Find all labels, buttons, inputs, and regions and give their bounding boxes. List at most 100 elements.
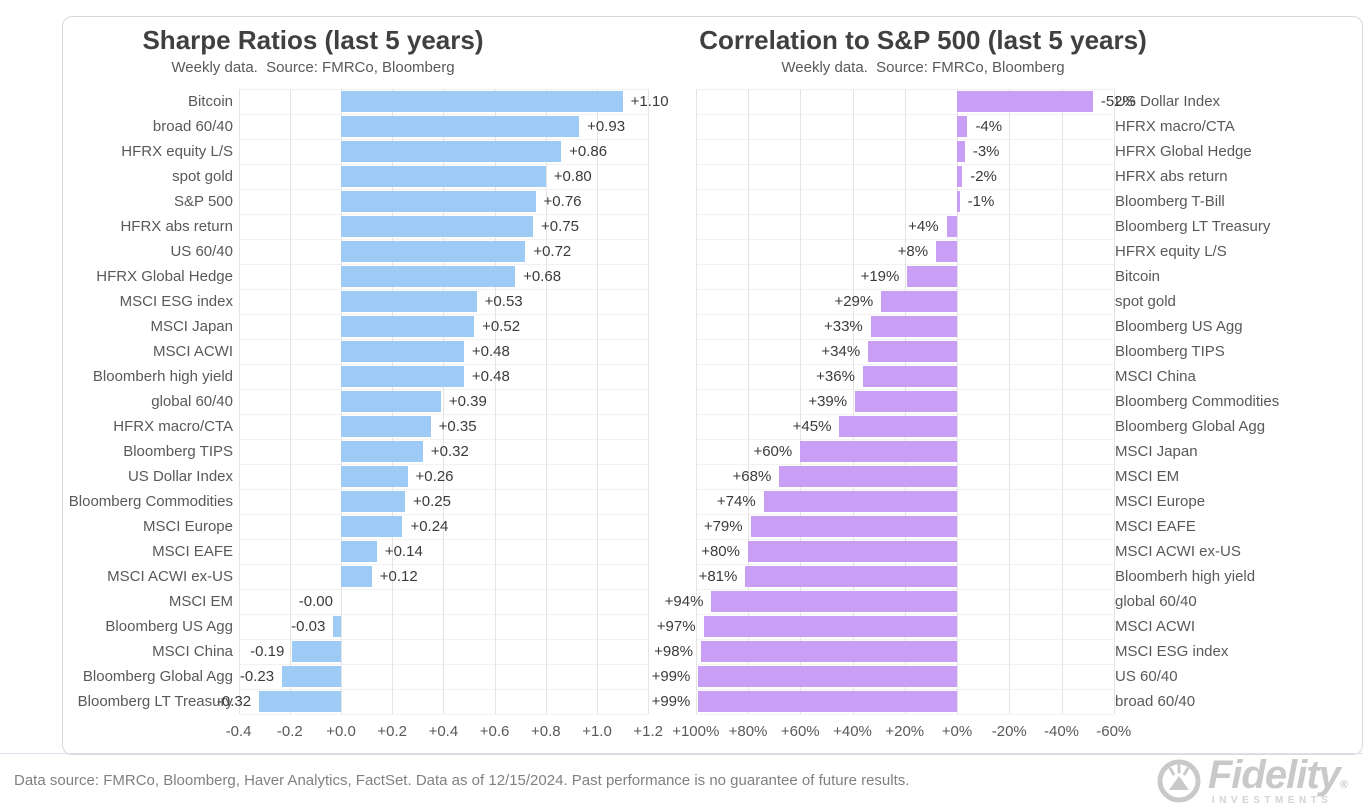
bar-msci-china [292,641,341,662]
value-label: +0.48 [471,343,510,360]
bar-msci-japan [341,316,475,337]
bar-msci-esg-index [700,641,957,662]
x-tick-label: +80% [728,723,768,740]
bar-bloomberg-commodities [341,491,405,512]
value-label: +4% [908,218,939,235]
bar-broad-60-40 [698,691,957,712]
bar-msci-japan [800,441,957,462]
category-label: MSCI Japan [1115,443,1198,460]
category-label: global 60/40 [151,393,233,410]
x-tick-label: +100% [672,723,720,740]
category-label: Bloomberg Global Agg [1115,418,1266,435]
x-tick-label: +0.4 [428,723,459,740]
bar-us-dollar-index [957,91,1093,112]
category-label: Bloomberg Global Agg [82,668,233,685]
value-label: +34% [821,343,861,360]
value-label: +45% [792,418,832,435]
bar-msci-eafe [750,516,957,537]
value-label: +99% [651,668,691,685]
value-label: -2% [970,168,997,185]
category-label: HFRX equity L/S [1115,243,1227,260]
sharpe-chart-header: Sharpe Ratios (last 5 years) Weekly data… [63,25,563,76]
category-label: spot gold [172,168,233,185]
bar-msci-esg-index [341,291,477,312]
sharpe-chart-subtitle: Weekly data. Source: FMRCo, Bloomberg [171,59,455,76]
fidelity-investments-text: INVESTMENTS [1211,795,1333,806]
footer-divider [0,753,1363,754]
bar-msci-china [862,366,957,387]
category-label: Bloomberg Commodities [68,493,233,510]
bar-msci-acwi [703,616,957,637]
gridline-vertical [597,89,598,714]
bar-bloomberg-commodities [855,391,957,412]
registered-mark: ® [1339,779,1348,791]
category-label: MSCI EM [1115,468,1180,485]
category-label: MSCI Europe [1115,493,1206,510]
category-label: MSCI ACWI [152,343,233,360]
value-label: +0.53 [484,293,523,310]
value-label: +94% [664,593,704,610]
bar-msci-europe [763,491,957,512]
bar-broad-60-40 [341,116,580,137]
value-label: +0.75 [541,218,579,235]
category-label: Bloomberg LT Treasury [1115,218,1271,235]
value-label: +0.48 [471,368,510,385]
sharpe-chart-title: Sharpe Ratios (last 5 years) [142,25,484,55]
sharpe-chart: -0.4 -0.2 +0.0 +0.2 +0.4 +0.6 +0.8 +1.0 +1.2 Bitc… [63,17,1362,754]
category-label: Bloomberh high yield [92,368,233,385]
gridline-vertical [1009,89,1011,714]
category-label: MSCI ESG index [119,293,233,310]
value-label: +0.14 [384,543,423,560]
value-label: +33% [823,318,863,335]
gridline-vertical [443,89,445,714]
category-label: Bloomberg Commodities [1115,393,1280,410]
value-label: -0.32 [216,693,252,710]
bar-msci-acwi-ex-us [748,541,957,562]
category-label: MSCI China [152,643,233,660]
category-label: S&P 500 [174,193,233,210]
category-label: HFRX abs return [1115,168,1228,185]
category-label: US Dollar Index [1115,93,1221,110]
bar-us-60-40 [341,241,526,262]
value-label: +0.86 [569,143,608,160]
gridline-horizontal [695,714,1114,715]
value-label: +0.39 [448,393,487,410]
value-label: +97% [656,618,696,635]
value-label: -0.23 [239,668,275,685]
x-tick-label: +0.6 [479,723,510,740]
bar-hfrx-macro-cta [341,416,431,437]
value-label: +19% [860,268,900,285]
x-tick-label: +1.2 [633,723,663,740]
bar-bloomberg-tips [341,441,423,462]
value-label: -0.03 [291,618,326,635]
value-label: +0.24 [410,518,449,535]
bar-bloomberg-global-agg [282,666,341,687]
category-label: MSCI ACWI ex-US [107,568,233,585]
bar-hfrx-macro-cta [957,116,968,137]
correlation-chart-subtitle: Weekly data. Source: FMRCo, Bloomberg [781,59,1065,76]
x-tick-label: -20% [991,723,1027,740]
category-label: Bloomberg T-Bill [1115,193,1225,210]
x-tick-label: +0.8 [530,723,561,740]
category-label: MSCI Europe [142,518,233,535]
value-label: +29% [834,293,874,310]
value-label: +60% [753,443,793,460]
value-label: +39% [808,393,848,410]
value-label: +0.93 [587,118,626,135]
category-label: HFRX Global Hedge [1115,143,1252,160]
category-label: broad 60/40 [152,118,233,135]
category-label: MSCI Japan [150,318,233,335]
value-label: +99% [651,693,691,710]
category-label: US 60/40 [1115,668,1178,685]
value-label: -0.19 [250,643,285,660]
fidelity-logo: Fidelity® INVESTMENTS [1156,755,1348,806]
value-label: +0.80 [553,168,592,185]
bar-bloomberg-tips [868,341,957,362]
gridline-vertical [289,89,291,714]
category-label: Bloomberg LT Treasury [77,693,233,710]
bar-bloomberg-lt-treasury [946,216,957,237]
value-label: +79% [703,518,743,535]
gridline-horizontal [238,714,649,715]
x-tick-label: -40% [1043,723,1080,740]
bar-hfrx-abs-return [341,216,533,237]
